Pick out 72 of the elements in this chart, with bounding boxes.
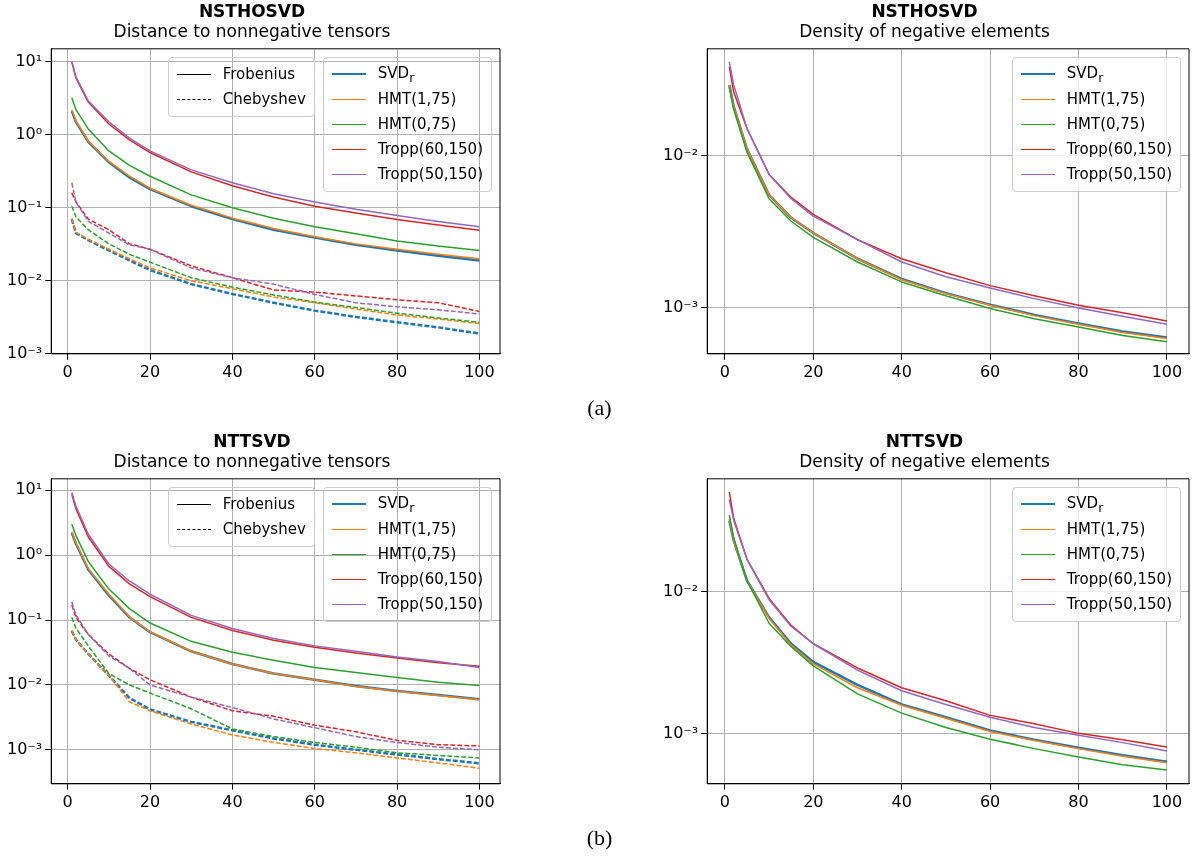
x-tick-label: 0 [62, 361, 73, 381]
x-tick-label: 0 [719, 791, 730, 811]
legend-label: Chebyshev [222, 520, 306, 539]
x-tick-label: 40 [891, 791, 912, 811]
legend-label: Tropp(50,150) [1066, 595, 1172, 614]
x-tick-label: 60 [979, 361, 1001, 381]
y-tick-label: 10⁻² [7, 674, 43, 694]
x-tick-label: 80 [386, 361, 408, 381]
y-tick-label: 10⁻¹ [7, 609, 43, 629]
legend-label: Tropp(60,150) [377, 140, 483, 159]
legend-label: Frobenius [222, 495, 296, 514]
legend-label: Tropp(50,150) [377, 165, 483, 184]
legend-label: Tropp(60,150) [377, 570, 483, 589]
x-tick-label: 20 [139, 791, 161, 811]
x-tick-label: 80 [1068, 361, 1089, 381]
x-tick-label: 60 [304, 361, 325, 381]
legend-label: Tropp(60,150) [1066, 140, 1172, 159]
legend-label: Tropp(60,150) [1066, 570, 1172, 589]
x-tick-label: 80 [1068, 791, 1089, 811]
legend-label: SVD$_{r}$ [1066, 493, 1104, 515]
chart-subtitle: Distance to nonnegative tensors [113, 21, 391, 42]
y-tick-label: 10⁰ [15, 123, 43, 143]
y-tick-label: 10⁰ [15, 544, 43, 564]
x-tick-label: 40 [891, 361, 912, 381]
y-tick-label: 10⁻³ [663, 722, 699, 742]
y-tick-label: 10⁻¹ [7, 196, 43, 216]
y-tick-label: 10⁻³ [7, 739, 43, 759]
legend-label: HMT(0,75) [1066, 115, 1146, 134]
chart-subtitle: Density of negative elements [799, 451, 1050, 472]
x-tick-label: 0 [62, 791, 73, 811]
x-tick-label: 100 [1151, 361, 1183, 381]
legend-label: HMT(1,75) [377, 520, 457, 539]
legend-label: Frobenius [222, 65, 296, 84]
legend-label: Chebyshev [222, 90, 306, 109]
x-tick-label: 100 [464, 361, 495, 381]
y-tick-label: 10⁻³ [7, 342, 43, 362]
chart-subtitle: Density of negative elements [799, 21, 1050, 42]
x-tick-label: 80 [386, 791, 408, 811]
y-tick-label: 10¹ [15, 479, 43, 499]
chart-title: NSTHOSVD [198, 0, 306, 21]
text: (a) [587, 394, 612, 421]
legend-label: HMT(1,75) [377, 90, 457, 109]
y-tick-label: 10⁻² [663, 144, 699, 164]
chart-title: NTTSVD [213, 430, 291, 451]
chart-title: NSTHOSVD [871, 0, 978, 21]
chart-title: NTTSVD [885, 430, 964, 451]
legend-label: Tropp(50,150) [377, 595, 483, 614]
legend-label: SVD$_{r}$ [1066, 63, 1104, 85]
x-tick-label: 100 [464, 791, 495, 811]
x-tick-label: 20 [139, 361, 161, 381]
legend-label: SVD$_{r}$ [377, 63, 415, 85]
legend-label: HMT(1,75) [1066, 520, 1146, 539]
legend-label: SVD$_{r}$ [377, 493, 415, 515]
legend-label: HMT(0,75) [1066, 545, 1146, 564]
x-tick-label: 40 [222, 361, 243, 381]
x-tick-label: 20 [803, 361, 824, 381]
legend-label: Tropp(50,150) [1066, 165, 1172, 184]
y-tick-label: 10⁻² [663, 581, 699, 601]
text: (b) [586, 824, 613, 851]
x-tick-label: 0 [719, 361, 730, 381]
legend-label: HMT(1,75) [1066, 90, 1146, 109]
x-tick-label: 60 [304, 791, 325, 811]
legend-label: HMT(0,75) [377, 115, 457, 134]
y-tick-label: 10¹ [15, 50, 43, 70]
x-tick-label: 100 [1151, 791, 1183, 811]
y-tick-label: 10⁻² [7, 269, 43, 289]
legend-label: HMT(0,75) [377, 545, 457, 564]
chart-subtitle: Distance to nonnegative tensors [113, 451, 391, 472]
x-tick-label: 40 [222, 791, 243, 811]
y-tick-label: 10⁻³ [663, 297, 699, 317]
x-tick-label: 60 [979, 791, 1001, 811]
x-tick-label: 20 [803, 791, 824, 811]
